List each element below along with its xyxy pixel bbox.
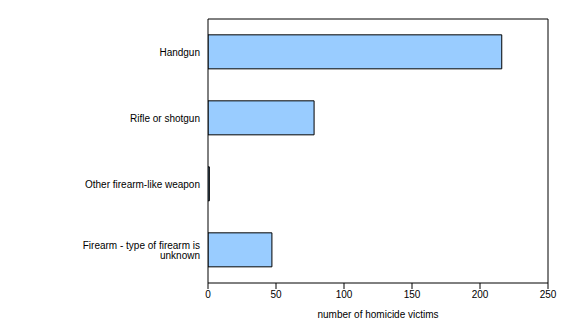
svg-text:150: 150 — [404, 289, 421, 300]
svg-text:Rifle or shotgun: Rifle or shotgun — [130, 113, 200, 124]
svg-text:0: 0 — [205, 289, 211, 300]
svg-text:50: 50 — [270, 289, 282, 300]
svg-text:number of homicide victims: number of homicide victims — [317, 309, 438, 320]
svg-text:250: 250 — [540, 289, 557, 300]
svg-text:Other firearm-like weapon: Other firearm-like weapon — [85, 179, 200, 190]
svg-text:200: 200 — [472, 289, 489, 300]
svg-text:Handgun: Handgun — [159, 47, 200, 58]
svg-text:100: 100 — [336, 289, 353, 300]
svg-text:Firearm - type of firearm isun: Firearm - type of firearm isunknown — [83, 240, 200, 261]
